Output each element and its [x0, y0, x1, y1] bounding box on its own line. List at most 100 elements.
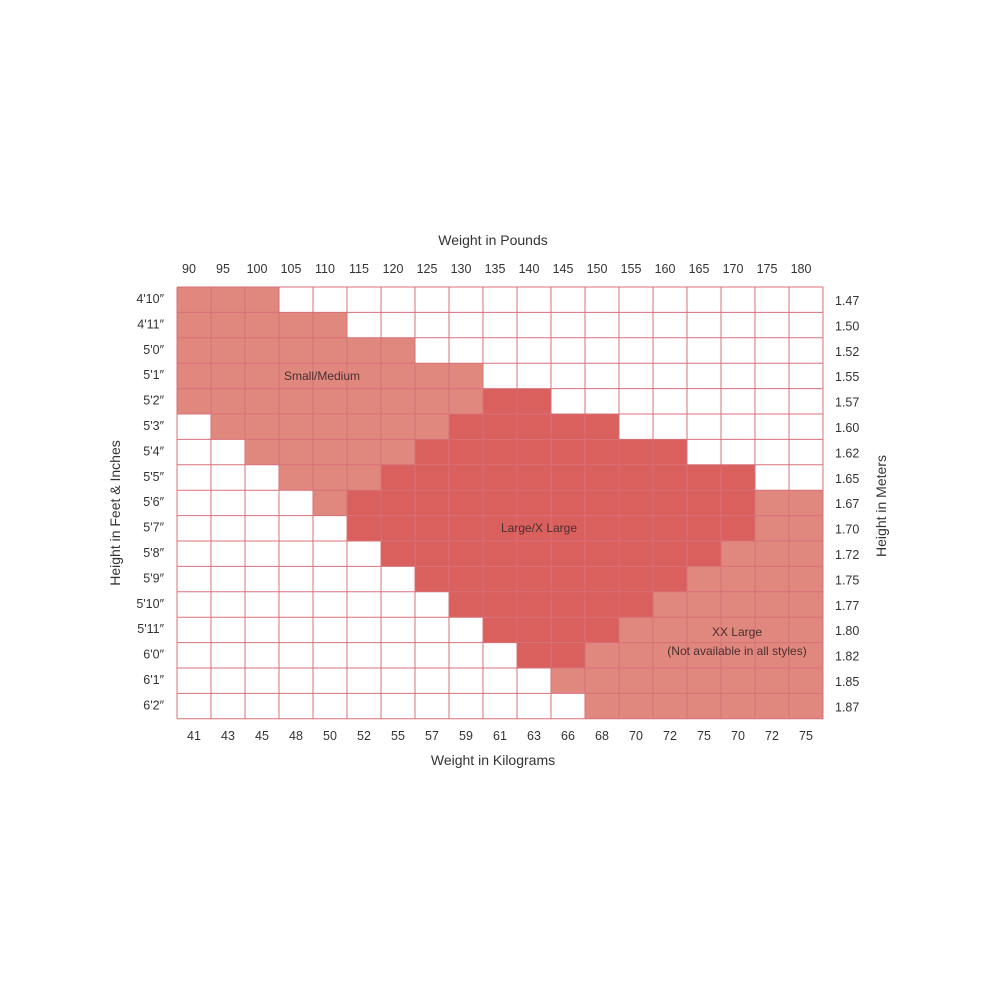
- cell-L-r11-c13: [619, 566, 653, 592]
- cell-S-r2-c6: [381, 337, 415, 364]
- cell-X-r15-c15: [687, 668, 721, 694]
- cell-X-r16-c16: [721, 693, 755, 719]
- tick-kilograms: 43: [221, 729, 235, 743]
- cell-X-r12-c15: [687, 591, 721, 618]
- cell-X-r10-c16: [721, 541, 755, 567]
- cell-L-r10-c14: [653, 541, 687, 567]
- tick-height-m: 1.72: [835, 548, 859, 562]
- tick-height-ft-in: 6'2″: [143, 698, 164, 712]
- cell-S-r4-c7: [415, 388, 449, 414]
- tick-kilograms: 50: [323, 729, 337, 743]
- cell-L-r7-c8: [449, 464, 483, 491]
- tick-pounds: 115: [349, 262, 369, 276]
- cell-S-r7-c4: [313, 464, 347, 491]
- cell-X-r11-c15: [687, 566, 721, 592]
- tick-pounds: 100: [247, 262, 268, 276]
- cell-S-r2-c1: [211, 337, 245, 364]
- cell-L-r10-c8: [449, 541, 483, 567]
- cell-L-r7-c14: [653, 464, 687, 491]
- cell-L-r7-c15: [687, 464, 721, 491]
- cell-L-r7-c7: [415, 464, 449, 491]
- tick-height-m: 1.55: [835, 370, 859, 384]
- cell-L-r8-c16: [721, 490, 755, 516]
- cell-S-r0-c0: [177, 287, 211, 313]
- tick-pounds: 165: [689, 262, 710, 276]
- bottom-axis-title: Weight in Kilograms: [431, 752, 555, 768]
- cell-L-r13-c10: [517, 617, 551, 643]
- cell-L-r6-c7: [415, 439, 449, 465]
- cell-S-r1-c4: [313, 312, 347, 338]
- cell-X-r14-c16: [721, 642, 755, 668]
- tick-kilograms: 70: [731, 729, 745, 743]
- cell-L-r12-c10: [517, 591, 551, 618]
- cell-L-r9-c14: [653, 515, 687, 541]
- cell-X-r16-c18: [789, 693, 823, 719]
- cell-L-r10-c7: [415, 541, 449, 567]
- cell-X-r12-c16: [721, 591, 755, 618]
- cell-L-r9-c15: [687, 515, 721, 541]
- tick-pounds: 125: [417, 262, 438, 276]
- cell-L-r11-c12: [585, 566, 619, 592]
- cell-L-r12-c9: [483, 591, 517, 618]
- tick-height-m: 1.85: [835, 675, 859, 689]
- cell-S-r4-c8: [449, 388, 483, 414]
- right-axis-title: Height in Meters: [873, 455, 889, 557]
- cell-X-r14-c12: [585, 642, 619, 668]
- cell-X-r14-c18: [789, 642, 823, 668]
- cell-X-r13-c17: [755, 617, 789, 643]
- cell-L-r10-c15: [687, 541, 721, 567]
- cell-L-r10-c9: [483, 541, 517, 567]
- cell-L-r8-c13: [619, 490, 653, 516]
- cell-L-r6-c14: [653, 439, 687, 465]
- cell-S-r1-c3: [279, 312, 313, 338]
- tick-height-m: 1.65: [835, 472, 859, 486]
- cell-L-r13-c12: [585, 617, 619, 643]
- grid-lines: [176, 286, 824, 720]
- cell-L-r9-c5: [347, 515, 381, 541]
- cell-X-r9-c17: [755, 515, 789, 541]
- cell-L-r5-c10: [517, 414, 551, 440]
- cell-S-r3-c2: [245, 363, 279, 389]
- tick-height-m: 1.47: [835, 294, 859, 308]
- cell-L-r10-c11: [551, 541, 585, 567]
- tick-pounds: 160: [655, 262, 676, 276]
- tick-pounds: 150: [587, 262, 608, 276]
- tick-pounds: 175: [757, 262, 778, 276]
- cell-X-r14-c15: [687, 642, 721, 668]
- cell-X-r12-c17: [755, 591, 789, 618]
- tick-height-m: 1.87: [835, 700, 859, 714]
- tick-kilograms: 55: [391, 729, 405, 743]
- cell-S-r7-c3: [279, 464, 313, 491]
- cell-S-r6-c6: [381, 439, 415, 465]
- cell-X-r13-c16: [721, 617, 755, 643]
- cell-S-r5-c1: [211, 414, 245, 440]
- cell-L-r7-c10: [517, 464, 551, 491]
- cell-S-r5-c2: [245, 414, 279, 440]
- cell-X-r14-c17: [755, 642, 789, 668]
- cell-L-r9-c6: [381, 515, 415, 541]
- cell-L-r5-c11: [551, 414, 585, 440]
- cell-S-r6-c4: [313, 439, 347, 465]
- cell-S-r4-c2: [245, 388, 279, 414]
- cell-L-r9-c9: [483, 515, 517, 541]
- tick-height-ft-in: 5'0″: [143, 343, 164, 357]
- zone-label-xx-large: XX Large: [712, 625, 762, 639]
- cell-L-r10-c10: [517, 541, 551, 567]
- cell-X-r16-c15: [687, 693, 721, 719]
- cell-X-r14-c14: [653, 642, 687, 668]
- cell-S-r2-c4: [313, 337, 347, 364]
- tick-pounds: 90: [182, 262, 196, 276]
- tick-height-m: 1.75: [835, 573, 859, 587]
- cell-L-r6-c11: [551, 439, 585, 465]
- tick-height-ft-in: 5'11″: [137, 622, 164, 636]
- cell-X-r8-c17: [755, 490, 789, 516]
- cell-L-r8-c9: [483, 490, 517, 516]
- cell-S-r3-c8: [449, 363, 483, 389]
- cell-X-r11-c16: [721, 566, 755, 592]
- tick-pounds: 145: [553, 262, 574, 276]
- cell-L-r14-c10: [517, 642, 551, 668]
- cell-L-r9-c12: [585, 515, 619, 541]
- cell-X-r13-c14: [653, 617, 687, 643]
- cell-L-r8-c14: [653, 490, 687, 516]
